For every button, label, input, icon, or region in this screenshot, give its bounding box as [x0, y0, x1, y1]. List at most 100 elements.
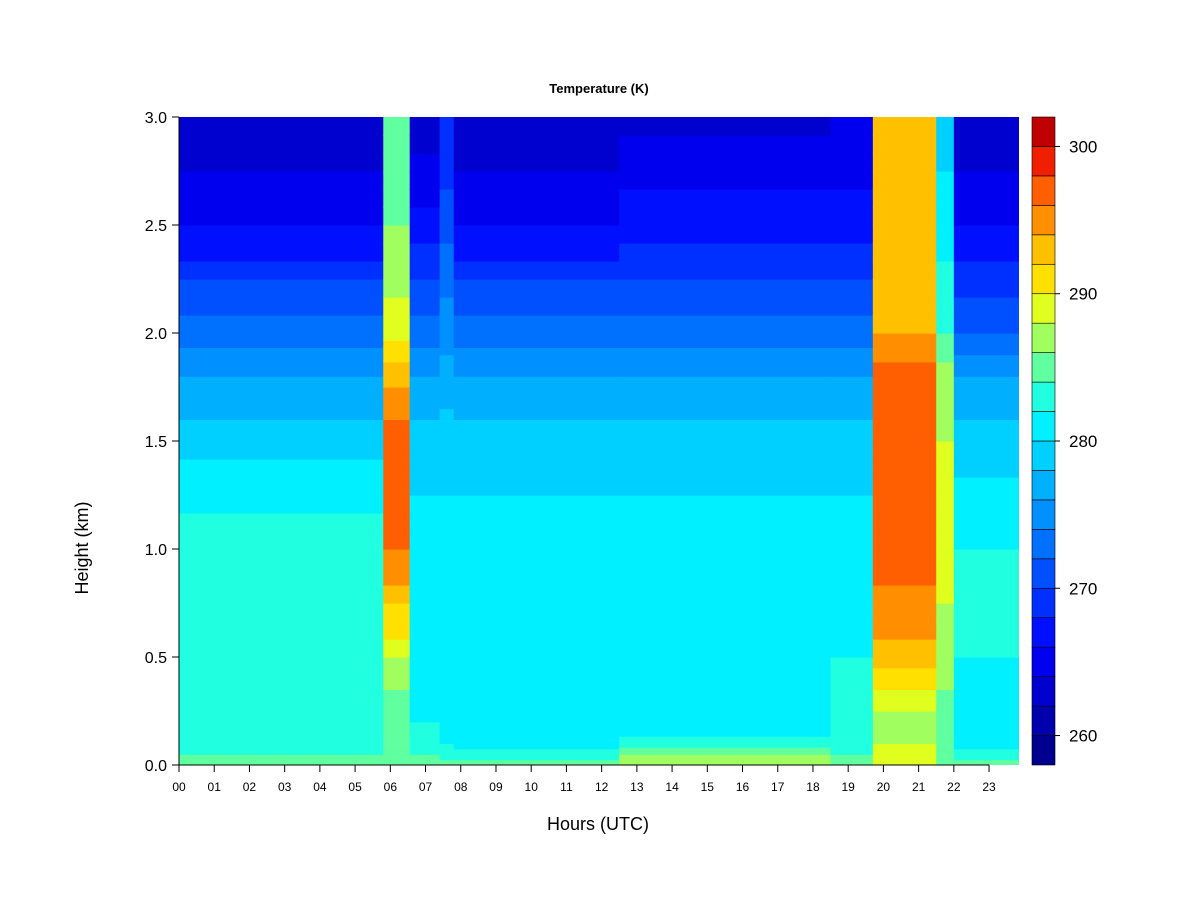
heatmap-cell [383, 639, 411, 658]
heatmap-cell [453, 761, 620, 764]
heatmap-cell [453, 725, 620, 730]
heatmap-cell [179, 387, 384, 399]
heatmap-cell [872, 729, 937, 734]
heatmap-cell [453, 603, 620, 622]
heatmap-cell [953, 756, 1019, 759]
heatmap-cell [179, 621, 384, 640]
heatmap-cell [953, 585, 1019, 604]
heatmap-cell [383, 711, 411, 723]
heatmap-cell [936, 243, 955, 262]
heatmap-cell [383, 315, 411, 334]
heatmap-cell [453, 153, 620, 172]
colorbar-swatch [1031, 470, 1056, 501]
heatmap-cell [409, 711, 441, 723]
heatmap-cell [179, 549, 384, 568]
y-tick-label: 3.0 [145, 110, 167, 127]
heatmap-cell [453, 430, 620, 442]
heatmap-cell [872, 700, 937, 712]
heatmap-cell [453, 361, 620, 370]
heatmap-cell [830, 639, 874, 658]
heatmap-cell [179, 261, 384, 280]
heatmap-cell [953, 700, 1019, 712]
heatmap-cell [872, 207, 937, 226]
heatmap-cell [830, 585, 874, 604]
heatmap-cell [453, 748, 620, 752]
y-tick-label: 0.5 [145, 650, 167, 667]
heatmap-cell [953, 297, 1019, 316]
heatmap-cell [619, 759, 832, 762]
heatmap-cell [383, 750, 411, 753]
heatmap-cell [409, 117, 441, 136]
heatmap-cell [936, 567, 955, 586]
heatmap-cell [619, 757, 832, 761]
heatmap-cell [830, 763, 874, 765]
heatmap-cell [619, 747, 832, 750]
heatmap-cell [936, 477, 955, 496]
heatmap-cell [872, 340, 937, 348]
y-tick-label: 0.0 [145, 758, 167, 775]
heatmap-cell [830, 603, 874, 622]
heatmap-cell [453, 315, 620, 334]
heatmap-cell [936, 725, 955, 730]
heatmap-cell [830, 721, 874, 726]
heatmap-cell [619, 430, 832, 442]
heatmap-cell [453, 711, 620, 723]
heatmap-cell [439, 700, 455, 712]
colorbar-swatch [1031, 116, 1056, 147]
heatmap-cell [179, 678, 384, 690]
heatmap-cell [936, 340, 955, 348]
heatmap-cell [439, 750, 455, 753]
colorbar-tick-label: 280 [1069, 432, 1097, 451]
heatmap-cell [953, 419, 1019, 431]
heatmap-cell [953, 754, 1019, 757]
x-tick-label: 16 [736, 780, 750, 794]
heatmap-cell [830, 747, 874, 750]
heatmap-cell [872, 430, 937, 442]
heatmap-cell [453, 261, 620, 280]
heatmap-cell [383, 354, 411, 363]
heatmap-cell [830, 430, 874, 442]
heatmap-cell [830, 477, 874, 496]
heatmap-cell [872, 621, 937, 640]
heatmap-cell [409, 621, 441, 640]
heatmap-cell [439, 347, 455, 356]
heatmap-cell [953, 729, 1019, 734]
heatmap-cell [453, 419, 620, 431]
heatmap-cell [383, 376, 411, 388]
heatmap-cell [409, 361, 441, 370]
heatmap-cell [619, 621, 832, 640]
x-tick-label: 08 [454, 780, 468, 794]
heatmap-cell [872, 761, 937, 764]
heatmap-cell [439, 729, 455, 734]
heatmap-cell [179, 279, 384, 298]
heatmap-cell [619, 369, 832, 377]
heatmap-cell [830, 333, 874, 341]
heatmap-cell [439, 340, 455, 348]
heatmap-cell [383, 387, 411, 399]
heatmap-cell [936, 297, 955, 316]
x-tick-label: 01 [208, 780, 222, 794]
heatmap-cell [409, 408, 441, 420]
heatmap-cell [383, 567, 411, 586]
heatmap-cell [383, 721, 411, 726]
heatmap-cell [936, 761, 955, 764]
heatmap-cell [383, 736, 411, 741]
heatmap-cell [439, 171, 455, 190]
x-axis-label: Hours (UTC) [547, 814, 649, 834]
x-tick-label: 18 [806, 780, 820, 794]
colorbar-swatch [1031, 705, 1056, 736]
heatmap-cell [872, 376, 937, 388]
heatmap-cell [936, 678, 955, 690]
heatmap-cell [383, 748, 411, 752]
heatmap-cell [409, 603, 441, 622]
heatmap-cell [619, 657, 832, 669]
heatmap-cell [830, 459, 874, 478]
colorbar-swatch [1031, 234, 1056, 265]
heatmap-cell [383, 678, 411, 690]
heatmap-cell [619, 736, 832, 741]
heatmap-cell [409, 754, 441, 757]
heatmap-cell [872, 736, 937, 741]
heatmap-cell [830, 369, 874, 377]
heatmap-cell [179, 376, 384, 388]
heatmap-cell [936, 754, 955, 757]
